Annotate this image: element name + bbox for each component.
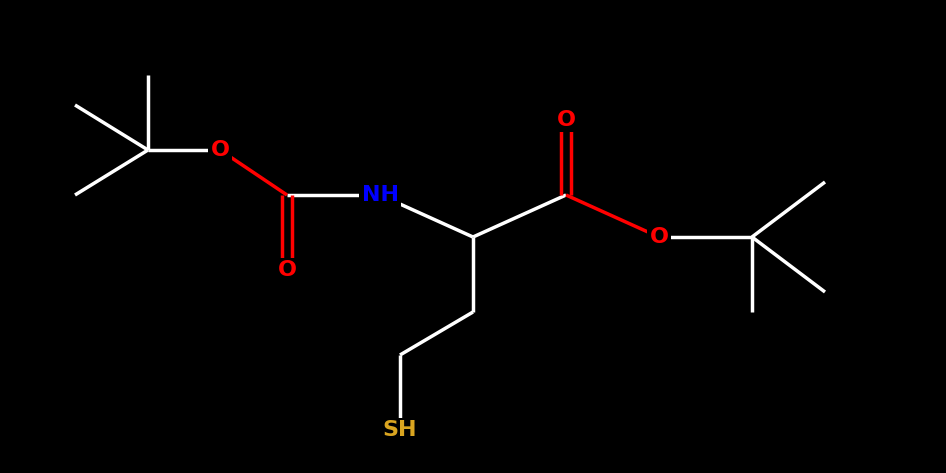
Text: O: O [211, 140, 230, 160]
Text: NH: NH [361, 185, 398, 205]
Text: SH: SH [383, 420, 417, 440]
Text: O: O [650, 227, 669, 247]
Text: O: O [556, 110, 575, 130]
Text: O: O [277, 260, 296, 280]
